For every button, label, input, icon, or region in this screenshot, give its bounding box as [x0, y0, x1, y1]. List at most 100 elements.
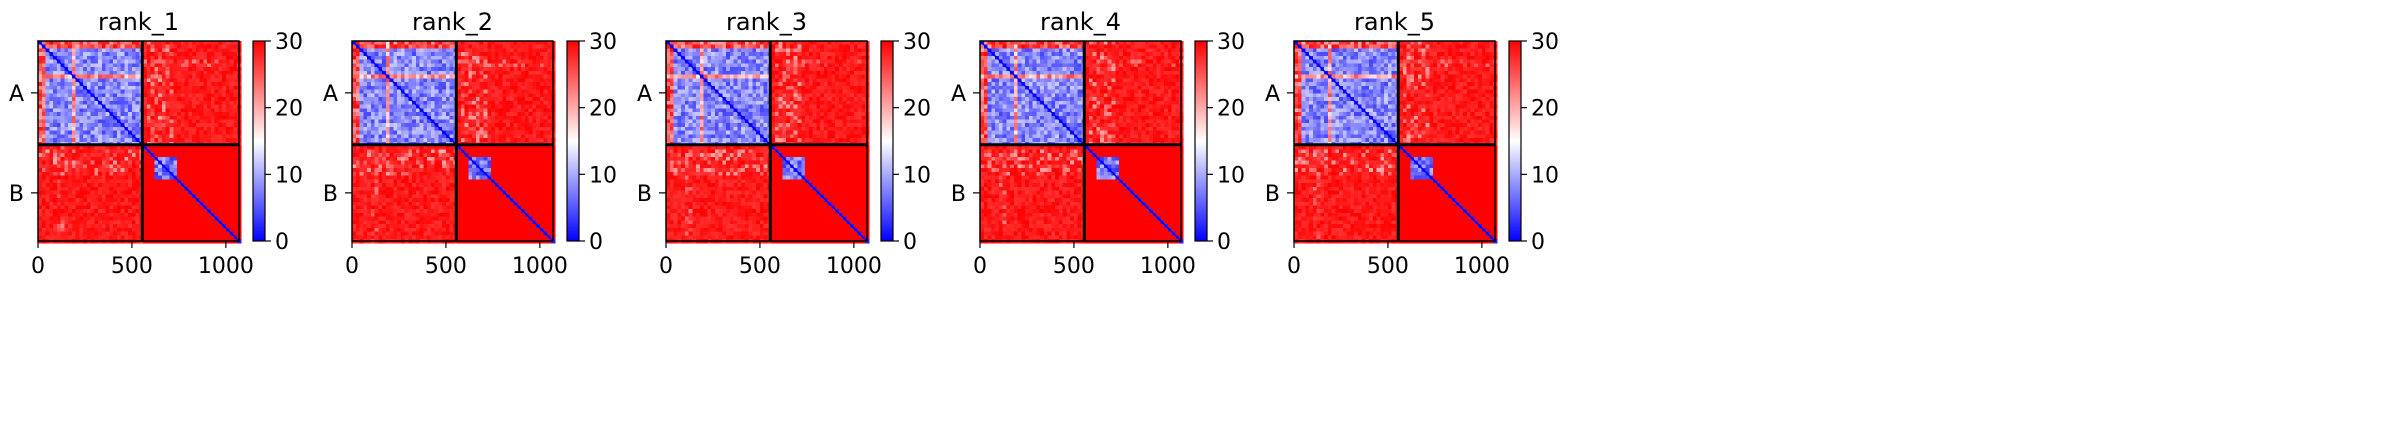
heatmap-cell — [195, 74, 201, 79]
heatmap-cell — [184, 78, 189, 83]
heatmap-cell — [41, 198, 47, 203]
heatmap-cell — [143, 59, 148, 65]
heatmap-cell — [419, 52, 424, 57]
heatmap-cell — [135, 205, 141, 210]
heatmap-cell — [222, 123, 227, 128]
heatmap-cell — [412, 138, 417, 143]
heatmap-cell — [524, 82, 530, 87]
heatmap-cell — [150, 160, 156, 165]
heatmap-cell — [502, 153, 507, 158]
heatmap-cell — [192, 104, 197, 109]
heatmap-cell — [49, 190, 54, 195]
heatmap-cell — [378, 112, 383, 117]
heatmap-cell — [94, 44, 99, 50]
heatmap-cell — [539, 108, 545, 113]
heatmap-cell — [472, 115, 477, 121]
heatmap-cell — [98, 186, 103, 192]
heatmap-cell — [86, 115, 92, 121]
heatmap-cell — [120, 85, 126, 91]
heatmap-cell — [423, 55, 428, 61]
heatmap-cell — [378, 156, 383, 162]
heatmap-cell — [445, 119, 451, 124]
heatmap-cell — [184, 216, 189, 222]
heatmap-cell — [464, 44, 470, 50]
heatmap-cell — [370, 44, 376, 50]
heatmap-cell — [532, 179, 537, 184]
heatmap-cell — [98, 198, 103, 203]
heatmap-cell — [233, 201, 238, 207]
heatmap-cell — [214, 123, 219, 128]
heatmap-cell — [404, 149, 409, 154]
heatmap-cell — [188, 149, 193, 154]
heatmap-cell — [517, 168, 522, 173]
heatmap-cell — [528, 78, 533, 83]
heatmap-cell — [165, 119, 171, 124]
heatmap-cell — [131, 186, 137, 192]
heatmap-cell — [207, 52, 212, 57]
heatmap-cell — [547, 74, 552, 79]
heatmap-cell — [158, 171, 163, 177]
heatmap-cell — [41, 41, 47, 46]
heatmap-cell — [143, 44, 148, 50]
heatmap-cell — [154, 183, 159, 188]
heatmap-cell — [509, 164, 515, 169]
heatmap-cell — [483, 48, 488, 53]
heatmap-cell — [218, 104, 223, 109]
heatmap-cell — [53, 224, 58, 229]
heatmap-cell — [472, 70, 477, 76]
heatmap-cell — [109, 41, 114, 46]
heatmap-cell — [135, 104, 141, 109]
heatmap-cell — [539, 164, 545, 169]
heatmap-cell — [101, 70, 107, 76]
heatmap-cell — [131, 224, 137, 229]
heatmap-cell — [60, 186, 65, 192]
heatmap-cell — [528, 93, 533, 98]
heatmap-cell — [53, 100, 58, 106]
heatmap-cell — [192, 89, 197, 94]
heatmap-cell — [143, 67, 148, 72]
heatmap-cell — [101, 224, 107, 229]
heatmap-cell — [173, 115, 178, 121]
heatmap-cell — [169, 201, 174, 207]
heatmap-cell — [188, 224, 193, 229]
heatmap-cell — [101, 171, 107, 177]
heatmap-cell — [53, 190, 58, 195]
heatmap-cell — [105, 156, 110, 162]
heatmap-cell — [199, 55, 204, 61]
heatmap-cell — [517, 123, 522, 128]
heatmap-cell — [378, 82, 383, 87]
heatmap-cell — [68, 85, 73, 91]
heatmap-cell — [86, 93, 92, 98]
heatmap-cell — [233, 130, 238, 136]
heatmap-cell — [192, 115, 197, 121]
heatmap-cell — [547, 130, 552, 136]
heatmap-cell — [521, 145, 526, 151]
heatmap-cell — [83, 209, 88, 214]
heatmap-cell — [38, 198, 43, 203]
heatmap-cell — [83, 97, 88, 102]
heatmap-cell — [135, 216, 141, 222]
heatmap-cell — [53, 156, 58, 162]
heatmap-cell — [423, 44, 428, 50]
heatmap-cell — [445, 112, 451, 117]
heatmap-cell — [158, 164, 163, 169]
heatmap-cell — [109, 78, 114, 83]
heatmap-cell — [434, 78, 440, 83]
heatmap-cell — [64, 48, 69, 53]
heatmap-cell — [128, 78, 133, 83]
heatmap-cell — [173, 52, 178, 57]
heatmap-cell — [124, 52, 129, 57]
heatmap-cell — [449, 104, 455, 109]
heatmap-cell — [445, 55, 451, 61]
heatmap-cell — [229, 175, 234, 180]
heatmap-cell — [532, 134, 537, 139]
heatmap-cell — [90, 224, 95, 229]
heatmap-cell — [41, 119, 47, 124]
heatmap-cell — [113, 93, 118, 98]
heatmap-cell — [483, 67, 488, 72]
heatmap-cell — [165, 52, 171, 57]
heatmap-cell — [506, 160, 511, 165]
heatmap-cell — [547, 171, 552, 177]
heatmap-cell — [49, 59, 54, 65]
heatmap-cell — [382, 67, 387, 72]
